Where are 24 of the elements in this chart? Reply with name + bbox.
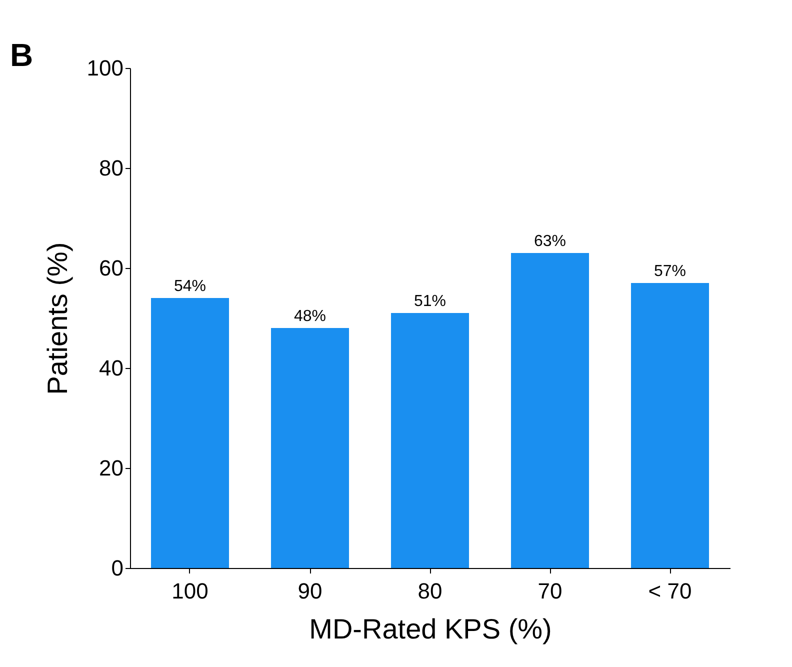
y-tick-label: 40 (99, 356, 124, 380)
y-tick-label: 0 (111, 556, 124, 580)
x-tick-label: 70 (538, 578, 562, 604)
bar (151, 298, 229, 568)
y-tick-label: 80 (99, 156, 124, 180)
x-tick-label: 90 (298, 578, 322, 604)
bar (631, 283, 709, 568)
x-tick-label: < 70 (648, 578, 692, 604)
data-label: 51% (414, 293, 446, 310)
y-tick-label: 20 (99, 456, 124, 480)
y-tick-label: 100 (86, 56, 124, 80)
bar (271, 328, 349, 568)
y-tick-label: 60 (99, 256, 124, 280)
bar (511, 253, 589, 568)
y-axis-title: Patients (%) (42, 242, 73, 395)
x-axis-title: MD-Rated KPS (%) (309, 614, 552, 644)
x-tick-label: 80 (418, 578, 442, 604)
text: B (10, 37, 34, 73)
data-label: 48% (294, 308, 326, 325)
data-label: 57% (654, 263, 686, 280)
data-label: 63% (534, 233, 566, 250)
bar (391, 313, 469, 568)
x-tick-label: 100 (172, 578, 208, 604)
data-label: 54% (174, 278, 206, 295)
